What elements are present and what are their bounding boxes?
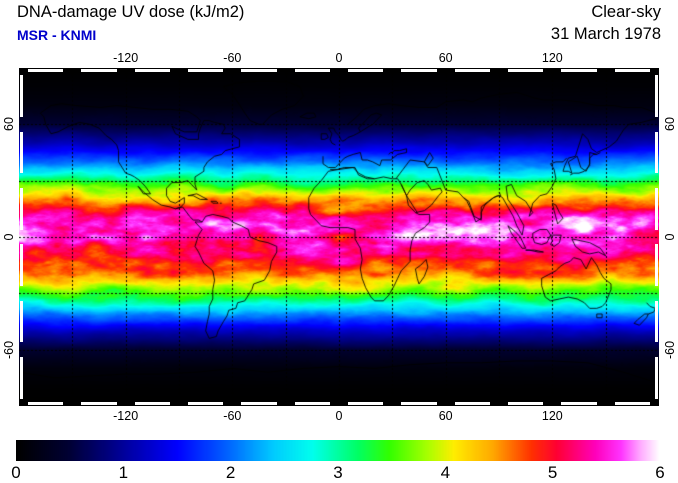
bottom-tick-gap: [294, 402, 330, 405]
colorbar-gradient: [16, 440, 660, 461]
colorbar-tick-5: 5: [547, 463, 558, 482]
top-tick-gap: [81, 69, 117, 72]
top-lon-label-0: 0: [335, 51, 343, 65]
bottom-lon-label--60: -60: [223, 409, 242, 423]
top-tick-gap: [188, 69, 224, 72]
top-tick-gap: [508, 69, 544, 72]
left-tick-gap: [20, 244, 23, 286]
page-title: DNA-damage UV dose (kJ/m2): [17, 3, 245, 21]
left-lat-label-60: 60: [2, 117, 16, 132]
bottom-tick-gap: [28, 402, 64, 405]
colorbar-tick-4: 4: [440, 463, 451, 482]
right-tick-gap: [655, 131, 658, 174]
top-lon-label-60: 60: [438, 51, 453, 65]
left-tick-gap: [20, 356, 23, 399]
colorbar: [16, 440, 660, 461]
top-tick-gap: [454, 69, 490, 72]
colorbar-tick-0: 0: [11, 463, 21, 482]
right-lat-label-0: 0: [663, 233, 677, 241]
left-tick-gap: [20, 131, 23, 174]
right-lat-label-60: 60: [663, 117, 677, 132]
bottom-lon-label-0: 0: [335, 409, 343, 423]
bottom-lon-label-60: 60: [438, 409, 453, 423]
right-lat-label--60: -60: [663, 340, 677, 359]
colorbar-tick-1: 1: [118, 463, 129, 482]
colorbar-tick-2: 2: [225, 463, 236, 482]
left-lat-label--60: -60: [2, 340, 16, 359]
left-lat-label-0: 0: [2, 233, 16, 241]
top-tick-gap: [294, 69, 330, 72]
bottom-tick-gap: [454, 402, 490, 405]
top-tick-gap: [28, 69, 64, 72]
bottom-lon-label--120: -120: [113, 409, 139, 423]
top-tick-gap: [134, 69, 170, 72]
top-lon-label--60: -60: [223, 51, 242, 65]
top-lon-label-120: 120: [541, 51, 563, 65]
top-tick-gap: [241, 69, 277, 72]
colorbar-tick-3: 3: [333, 463, 343, 482]
top-lon-label--120: -120: [113, 51, 139, 65]
bottom-tick-gap: [188, 402, 224, 405]
top-tick-gap: [614, 69, 650, 72]
left-tick-gap: [20, 300, 23, 343]
bottom-tick-gap: [241, 402, 277, 405]
bottom-tick-gap: [134, 402, 170, 405]
condition-label: Clear-sky: [591, 3, 661, 21]
bottom-tick-gap: [348, 402, 384, 405]
bottom-tick-gap: [508, 402, 544, 405]
right-tick-gap: [655, 244, 658, 286]
top-tick-gap: [348, 69, 384, 72]
right-tick-gap: [655, 356, 658, 399]
right-tick-gap: [655, 75, 658, 117]
source-label: MSR - KNMI: [17, 27, 97, 43]
bottom-tick-gap: [81, 402, 117, 405]
bottom-tick-gap: [561, 402, 597, 405]
bottom-tick-gap: [401, 402, 437, 405]
uv-dose-heatmap: [19, 68, 659, 406]
date-label: 31 March 1978: [550, 25, 661, 43]
map-plot-area: [19, 68, 659, 406]
colorbar-tick-6: 6: [655, 463, 665, 482]
bottom-lon-label-120: 120: [541, 409, 563, 423]
right-tick-gap: [655, 300, 658, 343]
left-tick-gap: [20, 75, 23, 117]
bottom-tick-gap: [614, 402, 650, 405]
top-tick-gap: [561, 69, 597, 72]
left-tick-gap: [20, 187, 23, 230]
top-tick-gap: [401, 69, 437, 72]
right-tick-gap: [655, 187, 658, 230]
